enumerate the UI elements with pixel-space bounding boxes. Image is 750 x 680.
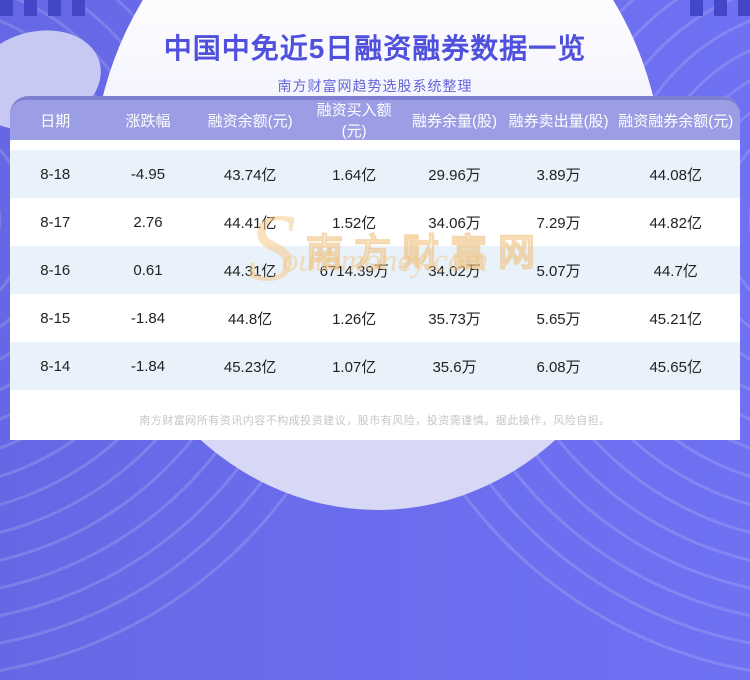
cell-margin-buy: 1.26亿 <box>332 310 377 328</box>
corner-stripes-left <box>0 0 96 16</box>
cell-total-balance: 44.7亿 <box>653 262 698 280</box>
cell-total-balance: 45.65亿 <box>649 358 702 376</box>
cell-short-sell-volume: 7.29万 <box>536 214 581 232</box>
cell-short-balance: 29.96万 <box>428 166 481 184</box>
cell-short-balance: 35.73万 <box>428 310 481 328</box>
table-row: 8-17 2.76 44.41亿 1.52亿 34.06万 7.29万 44.8… <box>10 198 740 246</box>
table-row: 8-15 -1.84 44.8亿 1.26亿 35.73万 5.65万 45.2… <box>10 294 740 342</box>
cell-margin-balance: 45.23亿 <box>223 358 277 376</box>
cell-date: 8-17 <box>40 213 71 231</box>
cell-margin-buy: 1.52亿 <box>332 214 377 232</box>
cell-short-balance: 34.06万 <box>428 214 481 232</box>
cell-margin-balance: 44.8亿 <box>228 310 273 328</box>
cell-margin-buy: 1.07亿 <box>332 358 377 376</box>
cell-margin-balance: 44.41亿 <box>223 214 277 232</box>
column-header-total-balance: 融资融券余额(元) <box>618 112 734 130</box>
cell-change-pct: -4.95 <box>130 165 166 183</box>
cell-margin-buy: 6714.39万 <box>319 262 389 280</box>
table-row: 8-18 -4.95 43.74亿 1.64亿 29.96万 3.89万 44.… <box>10 150 740 198</box>
table-row: 8-14 -1.84 45.23亿 1.07亿 35.6万 6.08万 45.6… <box>10 342 740 390</box>
corner-stripes-right <box>690 0 750 16</box>
cell-margin-buy: 1.64亿 <box>332 166 377 184</box>
cell-short-balance: 34.02万 <box>428 262 481 280</box>
table-body: 8-18 -4.95 43.74亿 1.64亿 29.96万 3.89万 44.… <box>10 140 740 390</box>
cell-short-balance: 35.6万 <box>432 358 477 376</box>
cell-short-sell-volume: 6.08万 <box>536 358 581 376</box>
table-header-row: 日期 涨跌幅 融资余额(元) 融资买入额(元) 融券余量(股) 融券卖出量(股)… <box>10 100 740 140</box>
page-title: 中国中免近5日融资融券数据一览 <box>163 33 587 64</box>
banner: 中国中免近5日融资融券数据一览 南方财富网趋势选股系统整理 <box>0 0 750 96</box>
column-header-short-sell-volume: 融券卖出量(股) <box>508 112 609 130</box>
cell-date: 8-18 <box>40 165 71 183</box>
cell-short-sell-volume: 3.89万 <box>536 166 581 184</box>
cell-total-balance: 44.08亿 <box>649 166 702 184</box>
cell-change-pct: -1.84 <box>130 357 166 375</box>
cell-short-sell-volume: 5.07万 <box>536 262 581 280</box>
cell-date: 8-15 <box>40 309 71 327</box>
cell-date: 8-16 <box>40 261 71 279</box>
cell-change-pct: 2.76 <box>133 213 163 231</box>
column-header-date: 日期 <box>40 112 71 130</box>
cell-margin-balance: 43.74亿 <box>223 166 277 184</box>
column-header-margin-buy: 融资买入额(元) <box>316 102 392 140</box>
cell-total-balance: 44.82亿 <box>649 214 702 232</box>
cell-short-sell-volume: 5.65万 <box>536 310 581 328</box>
page-subtitle: 南方财富网趋势选股系统整理 <box>277 78 473 94</box>
column-header-short-balance: 融券余量(股) <box>412 112 498 130</box>
cell-change-pct: 0.61 <box>133 261 163 279</box>
table-row: 8-16 0.61 44.31亿 6714.39万 34.02万 5.07万 4… <box>10 246 740 294</box>
cell-date: 8-14 <box>40 357 71 375</box>
column-header-change-pct: 涨跌幅 <box>125 112 171 130</box>
cell-total-balance: 45.21亿 <box>649 310 702 328</box>
cell-margin-balance: 44.31亿 <box>223 262 277 280</box>
data-table-card: 日期 涨跌幅 融资余额(元) 融资买入额(元) 融券余量(股) 融券卖出量(股)… <box>10 96 740 440</box>
cell-change-pct: -1.84 <box>130 309 166 327</box>
column-header-margin-balance: 融资余额(元) <box>207 112 293 130</box>
disclaimer-text: 南方财富网所有资讯内容不构成投资建议，股市有风险，投资需谨慎。据此操作，风险自担… <box>139 415 611 427</box>
